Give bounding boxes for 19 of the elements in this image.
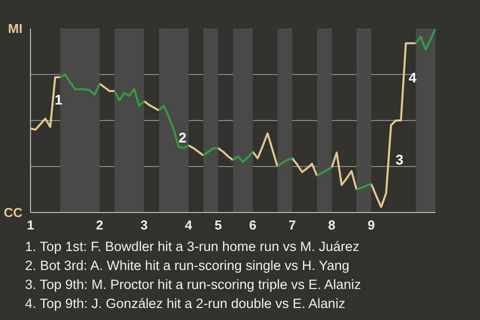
x-tick-label: 8 <box>328 218 336 232</box>
x-tick-label: 6 <box>249 218 256 232</box>
text: 3. Top 9th: M. Proctor hit a run-scoring triple vs E. Alaniz <box>25 277 361 292</box>
text: 2. Bot 3rd: A. White hit a run-scoring single vs H. Yang <box>25 258 350 273</box>
x-tick-label: 3 <box>140 218 148 232</box>
x-tick-label: 2 <box>96 218 104 232</box>
x-tick-label: 9 <box>368 218 375 232</box>
annotation: 1 <box>54 92 63 108</box>
annotation: 4 <box>408 70 417 86</box>
x-tick-label: 1 <box>26 218 34 232</box>
annotation: 3 <box>396 152 404 168</box>
x-tick-label: 5 <box>214 218 222 232</box>
text: MI <box>8 21 23 36</box>
text: CC <box>4 205 24 220</box>
x-tick-label: 4 <box>184 218 193 232</box>
text: 4. Top 9th: J. González hit a 2-run double vs E. Alaniz <box>25 296 346 311</box>
x-tick-label: 7 <box>288 218 296 232</box>
annotation: 2 <box>178 130 187 146</box>
text: 1. Top 1st: F. Bowdler hit a 3-run home run vs M. Juárez <box>25 239 360 254</box>
